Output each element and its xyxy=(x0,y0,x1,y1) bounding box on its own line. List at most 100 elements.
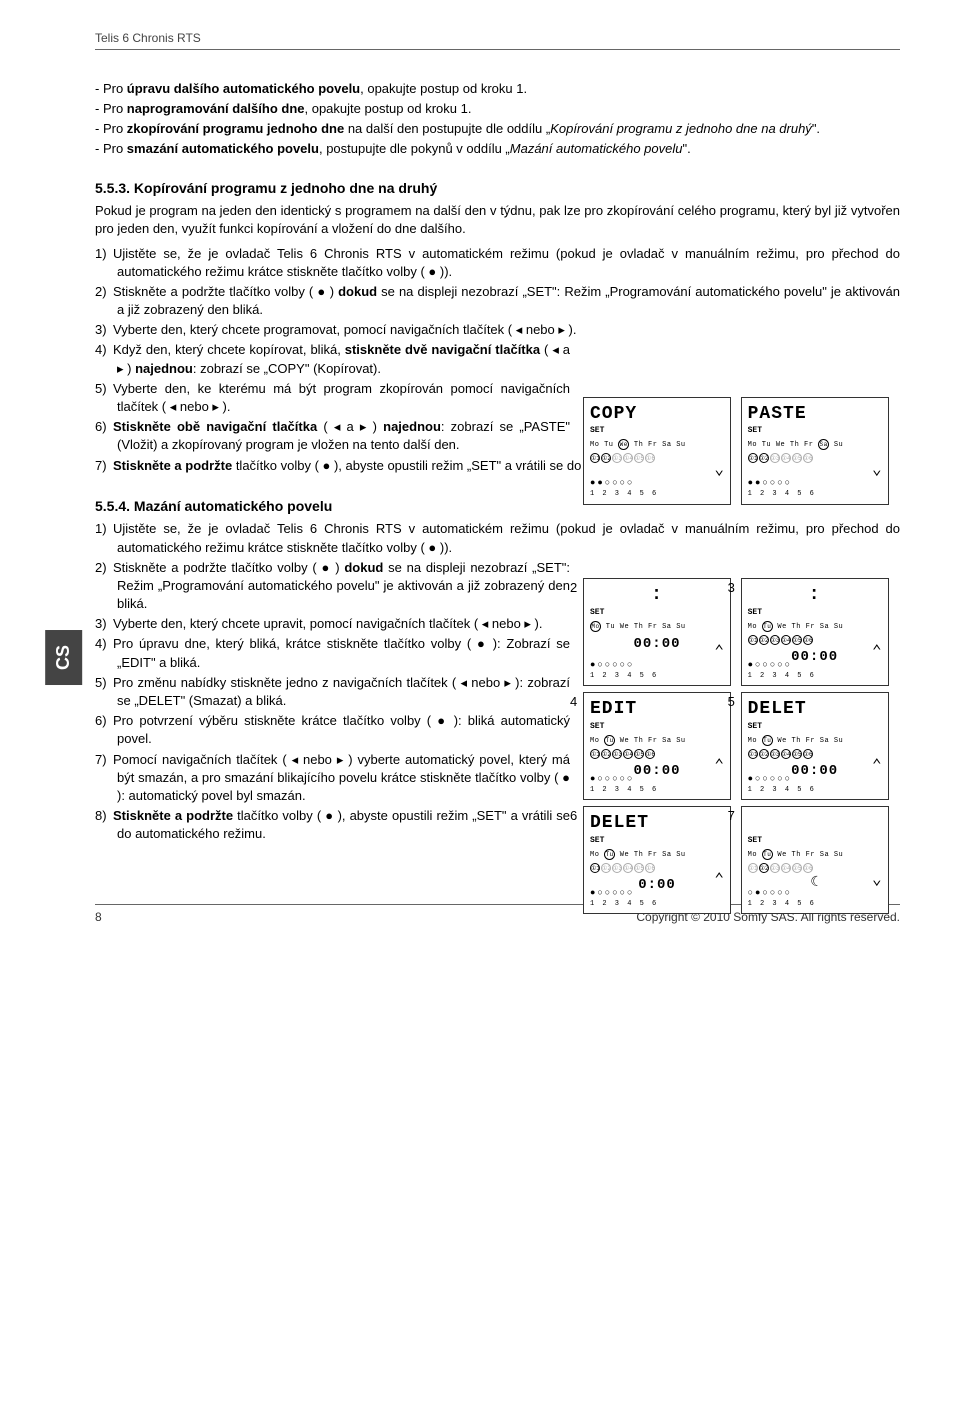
chevron-up-icon: ⌃ xyxy=(714,755,724,777)
lcd-days: Mo Tu We Th Fr Sa Su xyxy=(590,621,724,633)
text: Stiskněte a podržte tlačítko volby ( ● ) xyxy=(113,284,338,299)
lcd-step-5: 5 DELET SET Mo Tu We Th Fr Sa Su ①1①2①3①… xyxy=(741,692,889,800)
lcd-bottom: ●○○○○○1 2 3 4 5 6 xyxy=(590,773,724,796)
chevron-down-icon: ⌄ xyxy=(872,869,882,891)
lcd-slots: ①1①2①3①4①5①6 xyxy=(748,863,882,875)
lcd-bottom: ●●○○○○1 2 3 4 5 6 xyxy=(748,477,882,500)
list-item: 1)Ujistěte se, že je ovladač Telis 6 Chr… xyxy=(95,520,900,556)
lcd-title: PASTE xyxy=(748,402,882,427)
text-bold: Stiskněte a podržte xyxy=(113,458,232,473)
lcd-step-3: 3 : SET Mo Tu We Th Fr Sa Su ①1①2①3①4①5①… xyxy=(741,578,889,686)
text-bold: najednou xyxy=(383,419,441,434)
text: , opakujte postup od kroku 1. xyxy=(360,81,527,96)
lcd-days: Mo Tu We Th Fr Sa Su xyxy=(590,735,724,747)
text: Pro úpravu dne, který bliká, krátce stis… xyxy=(113,636,570,669)
list-item: 3)Vyberte den, který chcete programovat,… xyxy=(95,321,900,339)
language-tab: CS xyxy=(45,630,82,685)
text: na další den postupujte dle oddílu „ xyxy=(344,121,550,136)
lcd-set-label: SET xyxy=(748,835,882,846)
text-bold: najednou xyxy=(135,361,193,376)
step-number: 3 xyxy=(728,579,735,597)
chevron-down-icon: ⌄ xyxy=(872,459,882,481)
lcd-title: EDIT xyxy=(590,697,724,722)
lcd-title: DELET xyxy=(748,697,882,722)
text: Pomocí navigačních tlačítek ( ◂ nebo ▸ )… xyxy=(113,752,570,803)
lcd-bottom: ●○○○○○1 2 3 4 5 6 xyxy=(748,773,882,796)
text: ". xyxy=(812,121,820,136)
text: Ujistěte se, že je ovladač Telis 6 Chron… xyxy=(113,246,900,279)
text: , postupujte dle pokynů v oddílu „ xyxy=(319,141,510,156)
lcd-slots: ①1①2①3①4①5①6 xyxy=(748,453,882,465)
text-bold: dokud xyxy=(338,284,377,299)
lcd-step-4: 4 EDIT SET Mo Tu We Th Fr Sa Su ①1①2①3①4… xyxy=(583,692,731,800)
lcd-days: Mo Tu We Th Fr Sa Su xyxy=(590,849,724,861)
lcd-step-7: 7 . SET Mo Tu We Th Fr Sa Su ①1①2①3①4①5①… xyxy=(741,806,889,914)
text: ( ◂ a ▸ ) xyxy=(317,419,383,434)
text-bold: Stiskněte obě navigační tlačítka xyxy=(113,419,317,434)
intro-line-4: - Pro smazání automatického povelu, post… xyxy=(95,140,900,158)
lcd-days: Mo Tu We Th Fr Sa Su xyxy=(590,439,724,451)
lcd-bottom: ○●○○○○1 2 3 4 5 6 xyxy=(748,887,882,910)
text: Pro změnu nabídky stiskněte jedno z navi… xyxy=(113,675,570,708)
text: Vyberte den, ke kterému má být program z… xyxy=(113,381,570,414)
chevron-up-icon: ⌃ xyxy=(714,641,724,663)
chevron-down-icon: ⌄ xyxy=(714,459,724,481)
step-number: 2 xyxy=(570,579,577,597)
product-name: Telis 6 Chronis RTS xyxy=(95,30,900,47)
text: Vyberte den, který chcete programovat, p… xyxy=(113,322,576,337)
intro-line-2: - Pro naprogramování dalšího dne, opakuj… xyxy=(95,100,900,118)
text: - Pro xyxy=(95,81,127,96)
figure-554: 2 : SET Mo Tu We Th Fr Sa Su 00:00 ●○○○○… xyxy=(580,578,900,920)
text: Ujistěte se, že je ovladač Telis 6 Chron… xyxy=(113,521,900,554)
lcd-slots: ①1①2①3①4①5①6 xyxy=(590,453,724,465)
chevron-up-icon: ⌃ xyxy=(714,869,724,891)
lcd-time: 00:00 xyxy=(590,635,724,655)
text: Když den, který chcete kopírovat, bliká, xyxy=(113,342,345,357)
lcd-days: Mo Tu We Th Fr Sa Su xyxy=(748,621,882,633)
intro-line-1: - Pro úpravu dalšího automatického povel… xyxy=(95,80,900,98)
lcd-paste: PASTE SET Mo Tu We Th Fr Sa Su ①1①2①3①4①… xyxy=(741,397,889,505)
lcd-days: Mo Tu We Th Fr Sa Su xyxy=(748,735,882,747)
lcd-slots: ①1①2①3①4①5①6 xyxy=(748,635,882,647)
lcd-title: COPY xyxy=(590,402,724,427)
heading-553: 5.5.3. Kopírování programu z jednoho dne… xyxy=(95,179,900,199)
lcd-copy: COPY SET Mo Tu We Th Fr Sa Su ①1①2①3①4①5… xyxy=(583,397,731,505)
figure-553: COPY SET Mo Tu We Th Fr Sa Su ①1①2①3①4①5… xyxy=(580,397,900,511)
chevron-up-icon: ⌃ xyxy=(872,755,882,777)
text: ". xyxy=(682,141,690,156)
text-italic: Mazání automatického povelu xyxy=(510,141,683,156)
body-553: Pokud je program na jeden den identický … xyxy=(95,202,900,238)
list-item: 2)Stiskněte a podržte tlačítko volby ( ●… xyxy=(95,283,900,319)
lcd-title: DELET xyxy=(590,811,724,836)
section-553-wrap: COPY SET Mo Tu We Th Fr Sa Su ①1①2①3①4①5… xyxy=(95,245,900,475)
lcd-title: : xyxy=(590,583,724,608)
page-number: 8 xyxy=(95,909,102,926)
text: , opakujte postup od kroku 1. xyxy=(305,101,472,116)
lcd-slots: ①1①2①3①4①5①6 xyxy=(590,749,724,761)
text-italic: Kopírování programu z jednoho dne na dru… xyxy=(550,121,812,136)
lcd-bottom: ●●○○○○1 2 3 4 5 6 xyxy=(590,477,724,500)
chevron-up-icon: ⌃ xyxy=(872,641,882,663)
intro-line-3: - Pro zkopírování programu jednoho dne n… xyxy=(95,120,900,138)
header-rule xyxy=(95,49,900,50)
step-number: 4 xyxy=(570,693,577,711)
lcd-bottom: ●○○○○○1 2 3 4 5 6 xyxy=(748,659,882,682)
text: - Pro xyxy=(95,101,127,116)
step-number: 7 xyxy=(728,807,735,825)
text-bold: smazání automatického povelu xyxy=(127,141,319,156)
text-bold: stiskněte dvě navigační tlačítka xyxy=(345,342,540,357)
list-item: 1)Ujistěte se, že je ovladač Telis 6 Chr… xyxy=(95,245,900,281)
text: - Pro xyxy=(95,141,127,156)
text-bold: dokud xyxy=(344,560,383,575)
lcd-step-6: 6 DELET SET Mo Tu We Th Fr Sa Su ①1①2①3①… xyxy=(583,806,731,914)
text: Pro potvrzení výběru stiskněte krátce tl… xyxy=(113,713,570,746)
lcd-bottom: ●○○○○○1 2 3 4 5 6 xyxy=(590,887,724,910)
list-item: 4)Když den, který chcete kopírovat, blik… xyxy=(95,341,900,377)
text: Vyberte den, který chcete upravit, pomoc… xyxy=(113,616,543,631)
step-number: 6 xyxy=(570,807,577,825)
lcd-slots: ①1①2①3①4①5①6 xyxy=(748,749,882,761)
text-bold: naprogramování dalšího dne xyxy=(127,101,305,116)
lcd-slots: ①1①2①3①4①5①6 xyxy=(590,863,724,875)
lcd-days: Mo Tu We Th Fr Sa Su xyxy=(748,439,882,451)
lcd-bottom: ●○○○○○1 2 3 4 5 6 xyxy=(590,659,724,682)
